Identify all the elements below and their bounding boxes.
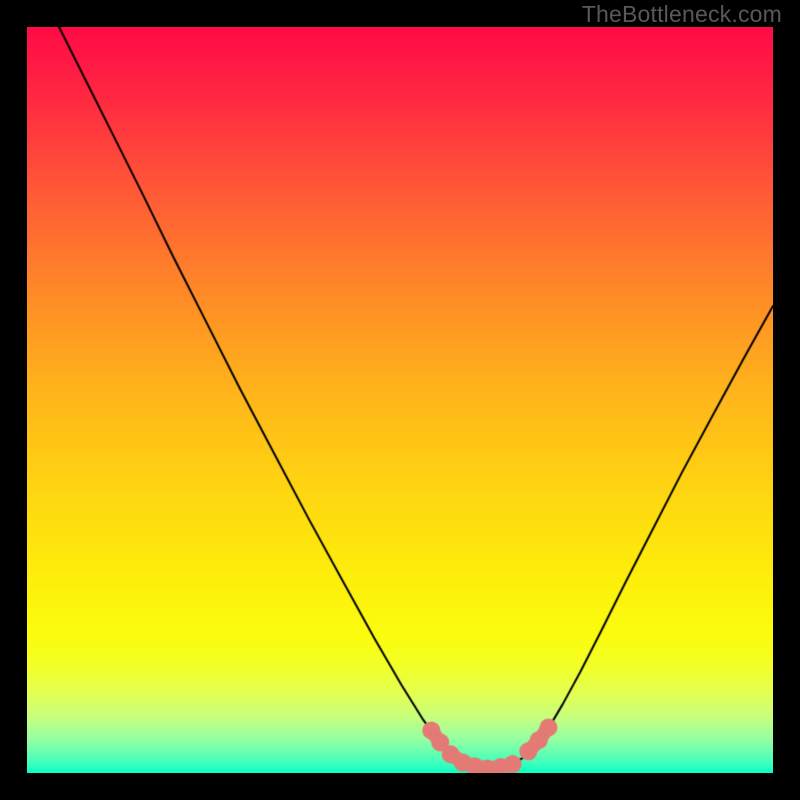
chart-stage: TheBottleneck.com (0, 0, 800, 800)
watermark-text: TheBottleneck.com (582, 1, 782, 28)
bottleneck-curve-chart (27, 27, 773, 773)
